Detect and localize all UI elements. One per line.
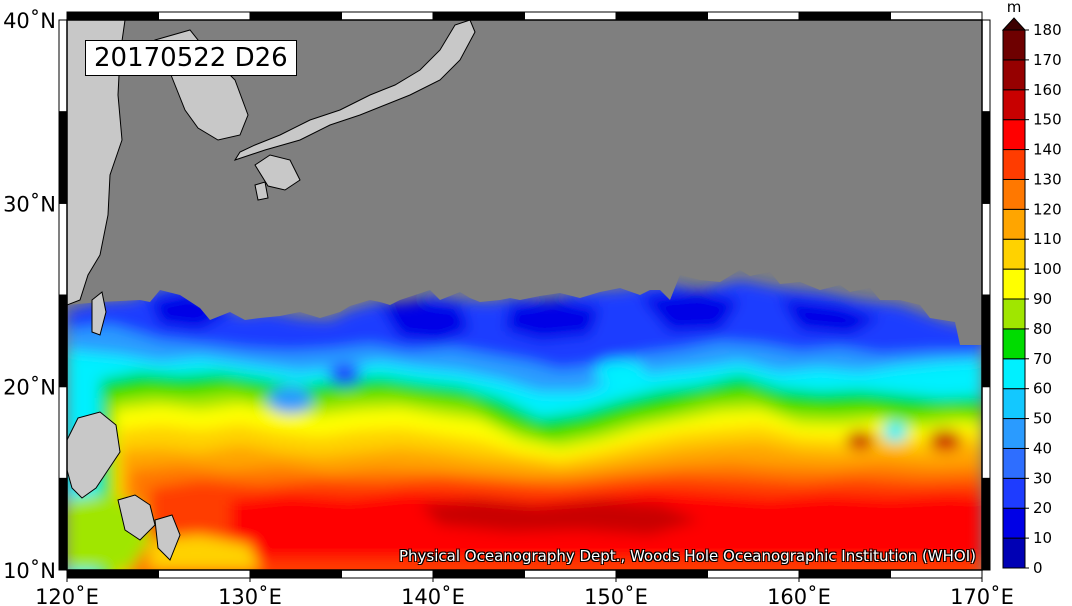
colorbar-label: 20 xyxy=(1033,499,1052,517)
frame-segment-bottom xyxy=(890,569,983,579)
colorbar-segment xyxy=(1002,149,1026,180)
frame-segment-top xyxy=(66,11,159,21)
colorbar-label: 90 xyxy=(1033,290,1052,308)
frame-segment-bottom xyxy=(341,569,434,579)
frame-segment-right xyxy=(981,111,991,204)
plot-border xyxy=(66,19,983,571)
colorbar-label: 100 xyxy=(1033,260,1062,278)
colorbar-segment xyxy=(1002,178,1026,210)
colorbar-segment xyxy=(1002,418,1026,449)
colorbar-segment xyxy=(1002,477,1026,509)
colorbar-segment xyxy=(1002,447,1026,479)
depth-field xyxy=(67,280,982,570)
credit-text: Physical Oceanography Dept., Woods Hole … xyxy=(399,547,976,565)
colorbar-label: 180 xyxy=(1033,21,1062,39)
colorbar-label: 0 xyxy=(1033,559,1043,577)
lat-tick-label: 40˚N xyxy=(3,9,56,33)
colorbar-label: 30 xyxy=(1033,469,1052,487)
colorbar-segment xyxy=(1002,298,1026,330)
colorbar-segment xyxy=(1002,388,1026,420)
colorbar-segment xyxy=(1002,268,1026,300)
lon-tick-label: 120˚E xyxy=(35,585,99,606)
colorbar-segment xyxy=(1002,119,1026,151)
frame-segment-top xyxy=(341,11,434,21)
frame-segment-right xyxy=(981,19,991,113)
frame-segment-left xyxy=(58,477,68,571)
frame-segment-bottom xyxy=(158,569,251,579)
frame-segment-bottom xyxy=(432,569,525,579)
frame-segment-right xyxy=(981,294,991,388)
colorbar-label: 60 xyxy=(1033,380,1052,398)
frame-segment-left xyxy=(58,202,68,296)
frame-segment-top xyxy=(798,11,891,21)
frame-segment-top xyxy=(432,11,525,21)
land xyxy=(67,20,476,561)
frame-segment-bottom xyxy=(66,569,159,579)
lon-tick-label: 140˚E xyxy=(401,585,465,606)
frame-segment-left xyxy=(58,386,68,479)
frame-segment-left xyxy=(58,294,68,388)
colorbar-segment xyxy=(1002,238,1026,270)
colorbar-label: 10 xyxy=(1033,529,1052,547)
lon-tick-label: 130˚E xyxy=(218,585,282,606)
colorbar-segment xyxy=(1002,89,1026,121)
frame-segment-bottom xyxy=(249,569,342,579)
colorbar-label: 120 xyxy=(1033,200,1062,218)
colorbar-label: 80 xyxy=(1033,320,1052,338)
frame-segment-top xyxy=(249,11,342,21)
frame-segment-top xyxy=(707,11,800,21)
frame-segment-left xyxy=(58,111,68,204)
colorbar-segment xyxy=(1002,537,1026,569)
axis-tick-labels: 120˚E 130˚E 140˚E 150˚E 160˚E 170˚E 10˚N 20˚N 30… xyxy=(3,9,1014,606)
frame-segment-bottom xyxy=(798,569,891,579)
colorbar: m 0 10 20 30 40 50 60 70 80 90 100 110 120 130 140 150 16… xyxy=(1001,0,1062,577)
frame-segment-right xyxy=(981,386,991,479)
lat-tick-label: 30˚N xyxy=(3,192,56,216)
frame-segment-top xyxy=(615,11,708,21)
lon-tick-label: 150˚E xyxy=(584,585,648,606)
colorbar-segment xyxy=(1002,59,1026,91)
frame-segment-bottom xyxy=(524,569,617,579)
map-frame xyxy=(58,11,991,579)
frame-segment-bottom xyxy=(707,569,800,579)
colorbar-segment xyxy=(1002,208,1026,240)
map-title: 20170522 D26 xyxy=(85,40,297,76)
frame-segment-top xyxy=(524,11,617,21)
frame-segment-top xyxy=(158,11,251,21)
colorbar-segment xyxy=(1002,358,1026,390)
colorbar-overflow-arrow xyxy=(1001,17,1027,31)
colorbar-label: 170 xyxy=(1033,51,1062,69)
colorbar-label: 110 xyxy=(1033,230,1062,248)
colorbar-label: 150 xyxy=(1033,111,1062,129)
frame-segment-right xyxy=(981,202,991,296)
frame-segment-left xyxy=(58,19,68,113)
frame-segment-right xyxy=(981,477,991,571)
colorbar-label: 50 xyxy=(1033,410,1052,428)
colorbar-label: 70 xyxy=(1033,350,1052,368)
frame-segment-bottom xyxy=(615,569,708,579)
colorbar-segment xyxy=(1002,507,1026,539)
colorbar-label: 130 xyxy=(1033,170,1062,188)
frame-segment-top xyxy=(890,11,983,21)
lon-tick-label: 170˚E xyxy=(950,585,1014,606)
colorbar-label: 140 xyxy=(1033,141,1062,159)
mixed-layer-depth-map xyxy=(67,20,982,570)
lat-tick-label: 20˚N xyxy=(3,376,56,400)
no-data-north xyxy=(67,20,982,345)
colorbar-label: 160 xyxy=(1033,81,1062,99)
colorbar-segment xyxy=(1002,328,1026,360)
lat-tick-label: 10˚N xyxy=(3,559,56,583)
colorbar-unit: m xyxy=(1007,0,1022,16)
lon-tick-label: 160˚E xyxy=(767,585,831,606)
colorbar-segment xyxy=(1002,29,1026,61)
colorbar-label: 40 xyxy=(1033,439,1052,457)
